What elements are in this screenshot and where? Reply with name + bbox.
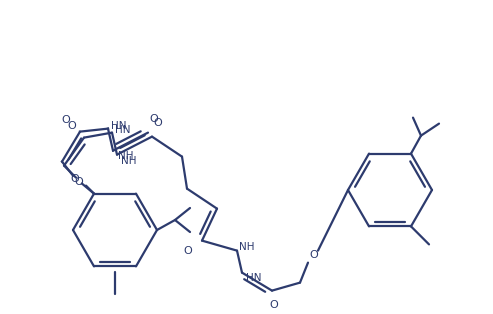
Text: HN: HN [246, 273, 262, 283]
Text: O: O [149, 114, 158, 124]
Text: O: O [270, 300, 279, 310]
Text: HN: HN [115, 125, 131, 135]
Text: O: O [62, 115, 70, 125]
Text: O: O [310, 250, 318, 260]
Text: NH: NH [118, 151, 134, 161]
Text: HN: HN [111, 121, 127, 131]
Text: O: O [154, 118, 162, 127]
Text: NH: NH [121, 156, 137, 165]
Text: O: O [74, 177, 83, 187]
Text: NH: NH [239, 242, 255, 252]
Text: O: O [183, 246, 192, 256]
Text: O: O [70, 174, 79, 184]
Text: O: O [68, 121, 76, 131]
